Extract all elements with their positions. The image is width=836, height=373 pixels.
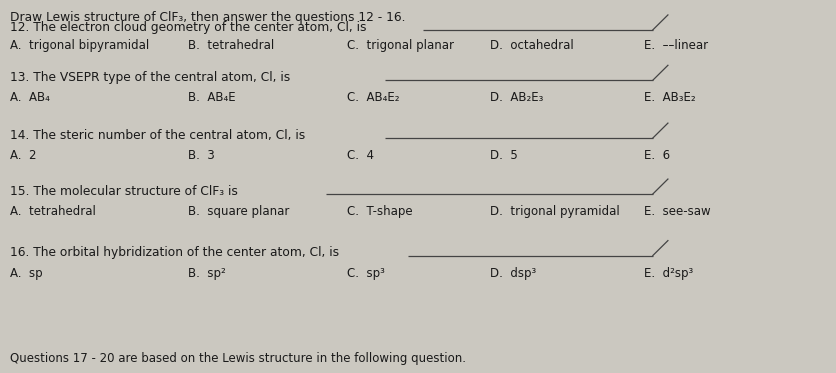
Text: B.  sp²: B. sp² [188,267,226,280]
Text: A.  trigonal bipyramidal: A. trigonal bipyramidal [10,39,149,52]
Text: D.  5: D. 5 [489,149,517,162]
Text: A.  AB₄: A. AB₄ [10,91,50,104]
Text: 13. The VSEPR type of the central atom, Cl, is: 13. The VSEPR type of the central atom, … [10,71,290,84]
Text: A.  sp: A. sp [10,267,43,280]
Text: E.  6: E. 6 [644,149,670,162]
Text: A.  tetrahedral: A. tetrahedral [10,205,96,218]
Text: B.  AB₄E: B. AB₄E [188,91,236,104]
Text: D.  dsp³: D. dsp³ [489,267,535,280]
Text: 15. The molecular structure of ClF₃ is: 15. The molecular structure of ClF₃ is [10,185,237,198]
Text: A.  2: A. 2 [10,149,37,162]
Text: B.  tetrahedral: B. tetrahedral [188,39,274,52]
Text: C.  4: C. 4 [347,149,374,162]
Text: C.  AB₄E₂: C. AB₄E₂ [347,91,400,104]
Text: E.  AB₃E₂: E. AB₃E₂ [644,91,696,104]
Text: 12. The electron cloud geometry of the center atom, Cl, is: 12. The electron cloud geometry of the c… [10,21,366,34]
Text: B.  3: B. 3 [188,149,215,162]
Text: D.  trigonal pyramidal: D. trigonal pyramidal [489,205,619,218]
Text: E.  d²sp³: E. d²sp³ [644,267,693,280]
Text: Draw Lewis structure of ClF₃, then answer the questions 12 - 16.: Draw Lewis structure of ClF₃, then answe… [10,11,405,24]
Text: B.  square planar: B. square planar [188,205,289,218]
Text: 16. The orbital hybridization of the center atom, Cl, is: 16. The orbital hybridization of the cen… [10,246,339,259]
Text: D.  octahedral: D. octahedral [489,39,573,52]
Text: E.  see-saw: E. see-saw [644,205,711,218]
Text: C.  sp³: C. sp³ [347,267,385,280]
Text: C.  trigonal planar: C. trigonal planar [347,39,454,52]
Text: D.  AB₂E₃: D. AB₂E₃ [489,91,543,104]
Text: E.  ––linear: E. ––linear [644,39,708,52]
Text: 14. The steric number of the central atom, Cl, is: 14. The steric number of the central ato… [10,129,305,142]
Text: Questions 17 - 20 are based on the Lewis structure in the following question.: Questions 17 - 20 are based on the Lewis… [10,352,466,366]
Text: C.  T-shape: C. T-shape [347,205,412,218]
